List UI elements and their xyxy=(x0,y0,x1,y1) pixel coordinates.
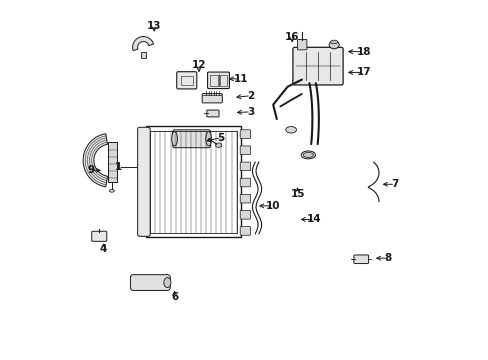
Text: 13: 13 xyxy=(146,21,161,31)
Bar xyxy=(145,126,241,237)
FancyBboxPatch shape xyxy=(240,146,250,154)
Text: 12: 12 xyxy=(191,60,206,70)
Polygon shape xyxy=(83,134,107,187)
FancyBboxPatch shape xyxy=(206,110,219,117)
FancyBboxPatch shape xyxy=(176,72,196,89)
Text: 10: 10 xyxy=(265,201,280,211)
FancyBboxPatch shape xyxy=(172,130,210,148)
FancyBboxPatch shape xyxy=(207,72,229,89)
Text: 16: 16 xyxy=(285,32,299,41)
Ellipse shape xyxy=(330,40,337,44)
Text: 7: 7 xyxy=(390,179,398,189)
Text: 6: 6 xyxy=(171,292,178,302)
FancyBboxPatch shape xyxy=(240,211,250,219)
Text: 18: 18 xyxy=(356,46,370,57)
FancyBboxPatch shape xyxy=(240,226,250,235)
Bar xyxy=(150,131,236,233)
FancyBboxPatch shape xyxy=(202,94,222,103)
FancyBboxPatch shape xyxy=(92,231,106,241)
Polygon shape xyxy=(132,37,153,51)
FancyBboxPatch shape xyxy=(240,130,250,138)
Text: 2: 2 xyxy=(247,91,254,101)
Text: 11: 11 xyxy=(233,74,247,84)
Text: 9: 9 xyxy=(88,165,95,175)
FancyBboxPatch shape xyxy=(130,275,170,291)
FancyBboxPatch shape xyxy=(292,47,343,85)
Ellipse shape xyxy=(301,151,315,159)
FancyBboxPatch shape xyxy=(297,40,306,50)
Ellipse shape xyxy=(215,143,222,147)
FancyBboxPatch shape xyxy=(137,127,150,236)
Text: 14: 14 xyxy=(306,215,321,224)
Text: 17: 17 xyxy=(356,67,370,77)
Bar xyxy=(108,142,117,182)
FancyBboxPatch shape xyxy=(240,178,250,187)
Ellipse shape xyxy=(163,278,171,288)
Ellipse shape xyxy=(109,189,114,192)
Text: 4: 4 xyxy=(100,244,107,254)
Ellipse shape xyxy=(285,127,296,133)
Ellipse shape xyxy=(328,41,339,49)
Text: 15: 15 xyxy=(290,189,304,199)
Bar xyxy=(180,76,192,85)
FancyBboxPatch shape xyxy=(240,194,250,203)
Bar xyxy=(220,75,226,86)
Ellipse shape xyxy=(303,152,313,157)
Bar xyxy=(209,75,217,86)
Ellipse shape xyxy=(171,132,177,146)
FancyBboxPatch shape xyxy=(353,255,368,264)
Text: 3: 3 xyxy=(247,107,254,117)
FancyBboxPatch shape xyxy=(240,162,250,171)
Text: 8: 8 xyxy=(384,253,391,263)
Bar xyxy=(140,51,146,58)
Text: 5: 5 xyxy=(217,133,224,143)
Text: 1: 1 xyxy=(114,162,122,172)
Ellipse shape xyxy=(205,132,211,146)
